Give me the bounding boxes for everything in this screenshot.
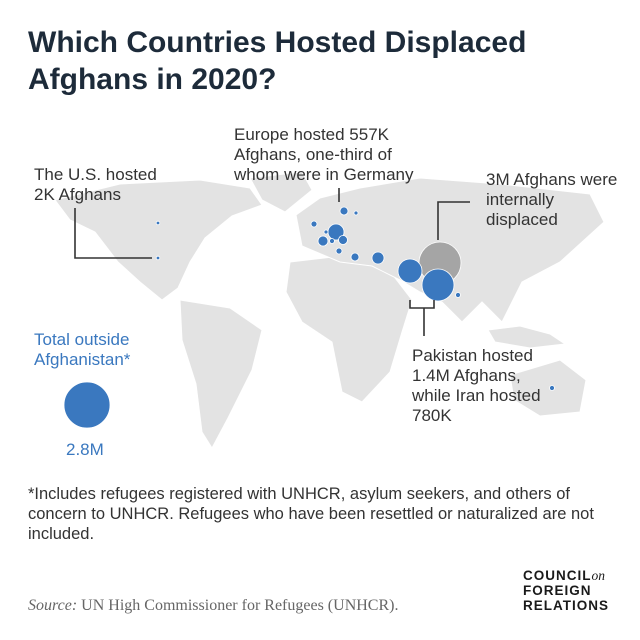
europe-bubble [335,247,343,255]
logo-line3: RELATIONS [523,598,609,613]
europe-bubble [338,235,348,245]
pakistan-iran-annotation: Pakistan hosted 1.4M Afghans, while Iran… [412,346,541,425]
us-bubble [155,255,161,261]
pakistan-leader-line [409,300,435,336]
idp-annotation: 3M Afghans were internally displaced [486,170,618,229]
page-title: Which Countries Hosted Displaced Afghans… [28,26,527,96]
pakistan-bubble [421,268,455,302]
idp-leader-line [437,201,470,240]
australia [509,359,587,417]
us-annotation: The U.S. hosted 2K Afghans [34,165,157,204]
europe-bubble [353,210,359,216]
greenland [249,171,313,213]
us-leader-line [74,208,152,259]
iran-bubble [397,258,423,284]
footnote: *Includes refugees registered with UNHCR… [28,485,594,543]
europe-bubble [317,235,329,247]
turkey-bubble [371,251,385,265]
logo-line1: COUNCIL [523,568,592,583]
legend-value: 2.8M [66,440,104,459]
europe-bubble [339,206,349,216]
europe-bubble [329,238,335,244]
australia-bubble [549,385,555,391]
legend-label: Total outside Afghanistan* [34,330,131,369]
north-america [54,179,263,301]
source-label: Source: [28,597,78,614]
indonesia [487,325,567,349]
source-text: UN High Commissioner for Refugees (UNHCR… [81,597,399,614]
logo-on: on [591,568,606,583]
south-america [179,299,263,449]
logo-line2: FOREIGN [523,583,592,598]
europe-bubble [310,220,318,228]
cfr-logo: COUNCILon FOREIGN RELATIONS [523,568,609,613]
europe-bubble [350,252,360,262]
source-note: Source: UN High Commissioner for Refugee… [28,597,398,615]
europe-bubble [323,229,329,235]
legend-bubble [63,381,111,429]
europe-annotation: Europe hosted 557K Afghans, one-third of… [234,125,414,184]
india-bubble [455,292,461,298]
us-bubble [155,220,161,226]
